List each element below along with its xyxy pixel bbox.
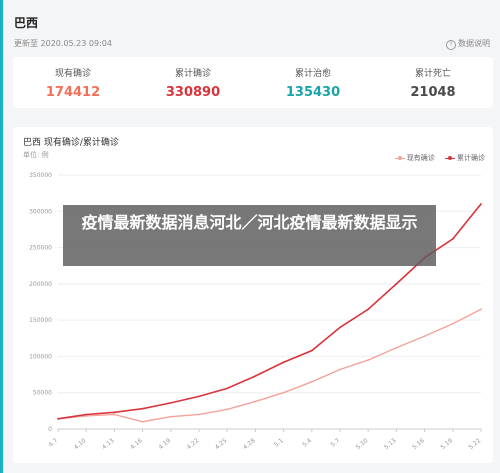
x-tick-label: 5.22: [468, 437, 483, 451]
stat-label: 现有确诊: [54, 69, 91, 79]
data-point-1[interactable]: [367, 308, 370, 311]
stat-label: 累计确诊: [174, 69, 211, 79]
x-tick-label: 5.13: [383, 437, 398, 451]
x-tick-label: 4.16: [129, 437, 144, 451]
header-subrow: 更新至 2020.05.23 09:04 ? 数据说明: [14, 38, 490, 50]
x-tick-label: 4.7: [47, 437, 59, 449]
x-tick-label: 4.13: [101, 437, 116, 451]
x-tick-label: 4.19: [157, 437, 172, 451]
data-point-0[interactable]: [169, 415, 172, 418]
x-tick-label: 5.16: [411, 437, 426, 451]
y-tick-label: 50000: [33, 390, 52, 397]
chart-legend: 现有确诊 累计确诊: [387, 153, 485, 163]
y-tick-label: 200000: [29, 281, 52, 288]
data-point-1[interactable]: [169, 401, 172, 404]
data-point-1[interactable]: [395, 282, 398, 285]
page-title: 巴西: [14, 16, 39, 30]
data-point-1[interactable]: [480, 203, 482, 205]
stat-total-confirmed: 累计确诊 330890: [133, 57, 253, 100]
y-tick-label: 250000: [29, 245, 52, 252]
data-point-1[interactable]: [339, 326, 341, 329]
legend-label: 现有确诊: [406, 154, 435, 162]
data-point-0[interactable]: [451, 322, 454, 325]
banner-text: 疫情最新数据消息河北／河北疫情最新数据显示: [81, 213, 418, 232]
stat-value: 174412: [45, 85, 101, 100]
question-icon: ?: [446, 40, 456, 50]
x-tick-label: 4.28: [242, 437, 257, 451]
data-point-0[interactable]: [480, 308, 482, 311]
y-tick-label: 150000: [29, 317, 52, 324]
x-tick-label: 5.1: [273, 437, 285, 449]
stat-label: 累计死亡: [414, 69, 451, 79]
legend-marker: [445, 155, 455, 160]
stat-total-recovered: 累计治愈 135430: [253, 57, 373, 100]
stat-label: 累计治愈: [294, 69, 331, 79]
data-point-1[interactable]: [310, 349, 313, 352]
data-help-link[interactable]: ? 数据说明: [446, 38, 490, 50]
data-point-1[interactable]: [451, 237, 454, 240]
chart-title: 巴西 现有确诊/累计确诊: [23, 138, 119, 148]
data-point-0[interactable]: [423, 335, 426, 338]
data-point-0[interactable]: [113, 413, 116, 416]
series-line-1[interactable]: [57, 203, 482, 420]
legend-item-total[interactable]: 累计确诊: [445, 153, 485, 163]
chart-unit: 单位: 例: [23, 151, 49, 159]
data-help-label: 数据说明: [458, 39, 490, 48]
y-tick-label: 100000: [29, 353, 52, 360]
data-point-0[interactable]: [310, 380, 313, 383]
x-tick-label: 4.10: [73, 437, 88, 451]
x-tick-label: 4.25: [214, 437, 229, 451]
y-tick-label: 350000: [29, 172, 52, 179]
data-point-0[interactable]: [282, 391, 285, 394]
y-tick-label: 0: [48, 426, 52, 433]
data-point-0[interactable]: [254, 400, 257, 403]
data-point-1[interactable]: [226, 387, 229, 390]
updated-timestamp: 更新至 2020.05.23 09:04: [14, 39, 112, 48]
chart-card: 巴西 现有确诊/累计确诊 单位: 例 现有确诊 累计确诊 0 50000 10000…: [13, 127, 493, 463]
data-point-0[interactable]: [395, 346, 398, 349]
y-tick-label: 300000: [29, 208, 52, 215]
data-point-1[interactable]: [57, 417, 59, 420]
stat-current-confirmed: 现有确诊 174412: [13, 57, 133, 100]
data-point-0[interactable]: [367, 359, 370, 361]
page-header: 巴西 更新至 2020.05.23 09:04 ? 数据说明: [14, 14, 490, 50]
data-point-1[interactable]: [141, 407, 144, 410]
data-point-1[interactable]: [113, 411, 116, 414]
stat-total-deaths: 累计死亡 21048: [373, 57, 493, 100]
data-point-0[interactable]: [226, 408, 229, 411]
x-tick-label: 4.22: [186, 437, 201, 451]
series-line-0[interactable]: [57, 308, 482, 423]
data-point-1[interactable]: [85, 413, 88, 416]
stats-card: 现有确诊 174412 累计确诊 330890 累计治愈 135430 累计死亡…: [13, 57, 493, 108]
x-tick-label: 5.10: [355, 437, 370, 451]
stat-value: 21048: [410, 85, 456, 100]
data-point-0[interactable]: [85, 415, 88, 417]
data-point-1[interactable]: [198, 395, 200, 398]
left-accent-bar: [0, 0, 3, 473]
data-point-0[interactable]: [339, 368, 341, 371]
line-chart: 0 50000 100000 150000 200000 250000 300000 3500…: [29, 172, 483, 451]
legend-label: 累计确诊: [457, 154, 485, 162]
data-point-1[interactable]: [282, 361, 285, 364]
x-tick-label: 5.7: [329, 437, 341, 449]
data-point-1[interactable]: [254, 375, 257, 377]
legend-marker: [394, 155, 405, 160]
x-tick-label: 5.19: [439, 437, 454, 451]
legend-item-current[interactable]: 现有确诊: [394, 153, 435, 163]
overlay-banner: 疫情最新数据消息河北／河北疫情最新数据显示: [63, 205, 436, 266]
x-tick-label: 5.4: [301, 437, 313, 449]
stat-value: 330890: [165, 85, 221, 100]
stat-value: 135430: [285, 85, 341, 100]
data-point-0[interactable]: [141, 420, 144, 423]
data-point-0[interactable]: [198, 413, 200, 416]
